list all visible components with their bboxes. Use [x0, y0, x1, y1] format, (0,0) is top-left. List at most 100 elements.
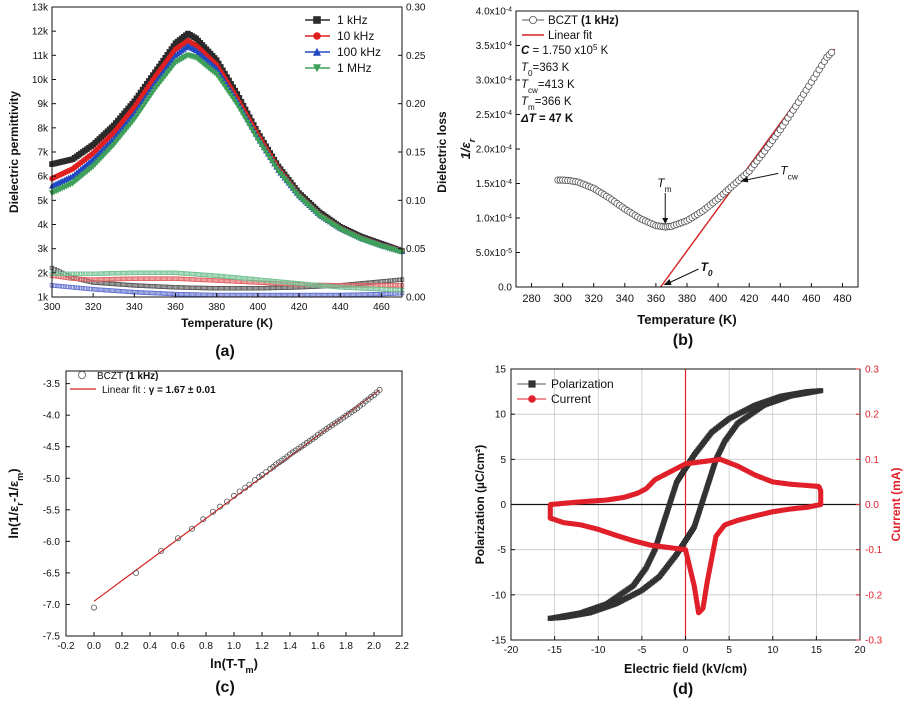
loss-point	[175, 285, 181, 290]
loss-point	[153, 290, 159, 296]
loss-point	[381, 287, 387, 292]
loss-point	[146, 276, 152, 281]
loss-point	[306, 292, 311, 298]
loss-point	[199, 272, 205, 277]
legend-marker	[78, 370, 87, 379]
loss-point	[105, 277, 110, 282]
label-part: cw	[788, 171, 799, 181]
loss-point	[342, 285, 348, 290]
loss-point	[224, 286, 229, 291]
loss-point	[236, 279, 241, 284]
y2-tick-label: 0.20	[406, 99, 426, 110]
x-tick-label: 0.2	[115, 641, 129, 652]
permittivity-point	[242, 116, 249, 123]
panel-label: (c)	[215, 679, 235, 696]
loss-point	[289, 292, 294, 298]
x-tick-label: 1.4	[283, 641, 297, 652]
loss-point	[352, 292, 357, 297]
permittivity-point	[256, 140, 263, 147]
loss-point	[54, 274, 60, 279]
loss-point	[127, 270, 132, 276]
loss-point	[381, 283, 387, 288]
loss-point	[62, 271, 68, 276]
y-tick-label: 13k	[32, 3, 49, 14]
loss-point	[258, 277, 263, 283]
loss-point	[333, 284, 338, 290]
loss-point	[178, 276, 183, 282]
loss-point	[178, 292, 183, 297]
panel-a-dielectric-permittivity-chart: 300 320 340 360 380 400 420 440 460 1k 2k 3k 4k 5k 6k 7…	[7, 3, 449, 361]
loss-point	[195, 277, 200, 282]
permittivity-point	[135, 110, 142, 117]
loss-point	[287, 280, 292, 285]
loss-point	[175, 276, 181, 281]
loss-point	[275, 292, 280, 298]
x-tick-label: 400	[250, 302, 267, 313]
label-part: 5.0x10	[476, 248, 506, 259]
panel-c-log-log-fit-chart: -0.2 0.0 0.2 0.4 0.6 0.8 1.0 1.2 1.4 1.6 1.8 2.0 2.2…	[6, 370, 409, 696]
loss-point	[141, 283, 147, 289]
loss-point	[277, 292, 282, 298]
loss-point	[124, 270, 130, 276]
permittivity-point	[254, 137, 261, 144]
loss-point	[255, 280, 261, 285]
loss-point	[306, 282, 311, 287]
loss-point	[156, 276, 161, 281]
loss-point	[299, 292, 304, 298]
loss-point	[107, 271, 113, 276]
loss-point	[78, 285, 83, 291]
y2-tick-label: 0.3	[865, 365, 879, 376]
label-part: r	[467, 138, 477, 142]
loss-point	[226, 278, 232, 284]
loss-point	[335, 284, 341, 290]
data-point	[242, 484, 249, 491]
y-tick-label: -15	[492, 636, 507, 647]
loss-point	[367, 286, 372, 291]
label-part: = 47 K	[536, 113, 574, 125]
label-part: )	[6, 468, 21, 472]
permittivity-point	[244, 119, 251, 126]
loss-point	[296, 281, 302, 286]
loss-point	[166, 291, 171, 296]
loss-point	[325, 292, 331, 298]
loss-point	[103, 287, 108, 293]
loss-point	[389, 287, 394, 292]
loss-point	[267, 278, 273, 283]
loss-point	[394, 277, 400, 283]
arrow-head	[662, 217, 669, 224]
loss-point	[144, 290, 149, 295]
label-part: (1 kHz)	[581, 15, 619, 27]
loss-point	[173, 276, 178, 281]
loss-point	[364, 283, 370, 288]
legend-label: 1 MHz	[337, 61, 372, 75]
permittivity-point	[258, 143, 266, 150]
loss-point	[369, 292, 374, 297]
loss-point	[243, 292, 248, 298]
loss-point	[146, 270, 152, 276]
loss-point	[282, 279, 287, 285]
loss-point	[139, 276, 144, 281]
loss-point	[117, 282, 123, 287]
loss-point	[161, 270, 166, 276]
loss-point	[103, 271, 108, 276]
loss-point	[289, 280, 294, 285]
label-part: γ = 1.67 ± 0.01	[149, 385, 216, 396]
loss-point	[207, 292, 212, 298]
legend-marker	[312, 47, 322, 56]
loss-point	[115, 276, 120, 282]
permittivity-point	[267, 155, 274, 163]
permittivity-point	[246, 123, 253, 130]
loss-point	[132, 270, 137, 276]
loss-point	[311, 282, 316, 288]
x-tick-label: -0.2	[57, 641, 75, 652]
data-point	[158, 547, 165, 554]
loss-point	[187, 271, 193, 277]
loss-point	[57, 283, 62, 289]
loss-point	[183, 292, 188, 297]
loss-point	[107, 288, 113, 293]
data-point	[216, 503, 223, 510]
loss-point	[258, 286, 263, 291]
label-part: T	[701, 260, 710, 274]
y-axis-label: Polarization (µC/cm²)	[473, 445, 487, 565]
loss-point	[323, 292, 328, 298]
